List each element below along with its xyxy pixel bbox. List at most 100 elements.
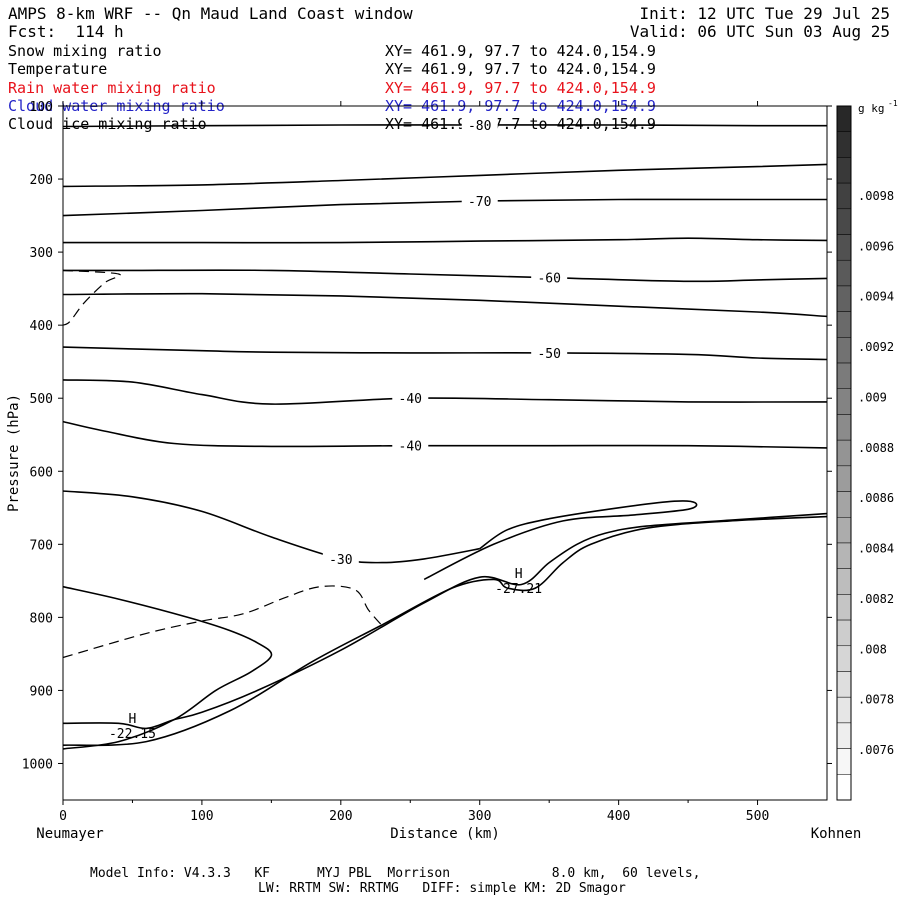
isotherm-line: [132, 269, 828, 283]
colorbar-cell: [836, 696, 852, 724]
y-tick-label: 500: [30, 392, 53, 407]
moisture-contour: [62, 585, 383, 659]
colorbar-label: .0092: [858, 340, 894, 354]
colorbar-unit-exp: -1: [888, 99, 898, 108]
legend-field-name: Snow mixing ratio: [8, 42, 162, 60]
footer-model-info: Model Info: V4.3.3 KF MYJ PBL Morrison 8…: [90, 866, 701, 881]
y-tick-label: 800: [30, 611, 53, 626]
high-marker: H: [515, 567, 523, 582]
isotherm-line: [62, 124, 828, 128]
colorbar-label: .0098: [858, 189, 894, 203]
isotherm-label-bg: [531, 269, 568, 284]
colorbar-cell: [836, 414, 852, 441]
legend-field-xy: XY= 461.9, 97.7 to 424.0,154.9: [385, 42, 656, 60]
colorbar-cell: [836, 105, 852, 132]
moisture-contour: [62, 269, 121, 326]
colorbar-cell: [836, 748, 852, 775]
y-axis-label: Pressure (hPa): [6, 394, 22, 512]
colorbar-cell: [836, 337, 852, 364]
y-tick-label: 600: [30, 465, 53, 480]
legend-field-name: Rain water mixing ratio: [8, 78, 216, 97]
plot-frame: [62, 105, 828, 801]
colorbar-frame: [836, 105, 852, 801]
colorbar-label: .0078: [858, 693, 894, 707]
colorbar-cell: [836, 285, 852, 312]
colorbar-label: .0076: [858, 743, 894, 757]
colorbar-label: .0082: [858, 592, 894, 606]
colorbar-cell: [836, 388, 852, 415]
isotherm-label: -70: [468, 195, 491, 210]
colorbar-label: .009: [858, 390, 887, 404]
isotherm-label-bg: [322, 550, 359, 565]
y-tick-label: 1000: [22, 757, 53, 772]
isotherm-line: [62, 198, 827, 217]
isotherm-line: [63, 237, 828, 244]
colorbar-cell: [836, 157, 852, 184]
isotherm-line: [62, 585, 273, 750]
colorbar-cell: [836, 362, 852, 389]
colorbar-label: .0084: [858, 542, 894, 556]
colorbar-cell: [836, 542, 852, 569]
colorbar-label: .0088: [858, 441, 894, 455]
x-tick-label: 100: [190, 809, 213, 824]
isotherm-line: [62, 379, 828, 405]
x-tick-label: 200: [329, 809, 352, 824]
isotherm-line: [62, 420, 828, 449]
legend-field-xy: XY= 461.9, 97.7 to 424.0,154.9: [385, 78, 656, 97]
colorbar-cell: [836, 491, 852, 518]
isotherm-line: [62, 512, 828, 730]
colorbar-unit: g kg: [858, 102, 885, 115]
y-tick-label: 200: [30, 173, 53, 188]
init-time: Init: 12 UTC Tue 29 Jul 25: [639, 4, 890, 23]
colorbar-cell: [836, 594, 852, 621]
y-tick-label: 700: [30, 538, 53, 553]
colorbar-cell: [836, 568, 852, 595]
y-tick-label: 400: [30, 319, 53, 334]
isotherm-line: [62, 292, 828, 318]
high-value: -22.15: [109, 727, 156, 742]
colorbar-cell: [836, 259, 852, 287]
isotherm-line: [62, 490, 480, 564]
colorbar-cell: [836, 439, 852, 467]
chart-title: AMPS 8-km WRF -- Qn Maud Land Coast wind…: [8, 4, 413, 23]
y-tick-label: 100: [30, 100, 53, 115]
colorbar-cell: [836, 208, 852, 235]
isotherm-line: [62, 515, 828, 747]
colorbar-label: .0094: [858, 290, 894, 304]
isotherm-label-bg: [392, 437, 429, 452]
isotherm-label-bg: [461, 192, 498, 207]
isotherm-label: -60: [537, 272, 560, 287]
colorbar-cell: [836, 131, 852, 158]
isotherm-label-bg: [461, 116, 498, 131]
x-axis-label: Distance (km): [390, 826, 500, 842]
x-tick-label: 300: [468, 809, 491, 824]
colorbar-cell: [836, 645, 852, 672]
legend-field-name: Cloud ice mixing ratio: [8, 115, 207, 134]
isotherm-label: -30: [329, 553, 352, 568]
y-tick-label: 300: [30, 246, 53, 261]
isotherm-label-bg: [531, 344, 568, 359]
colorbar-cell: [836, 234, 852, 261]
x-tick-label: 400: [607, 809, 630, 824]
isotherm-line: [62, 346, 828, 361]
y-tick-label: 900: [30, 684, 53, 699]
colorbar-cell: [836, 517, 852, 544]
isotherm-label: -40: [399, 392, 422, 407]
footer-physics-info: LW: RRTM SW: RRTMG DIFF: simple KM: 2D S…: [258, 881, 626, 896]
isotherm-line: [62, 163, 828, 188]
isotherm-label: -80: [468, 119, 491, 134]
legend-field-xy: XY= 461.9, 97.7 to 424.0,154.9: [385, 60, 656, 79]
colorbar-cell: [836, 311, 852, 338]
x-tick-label: 500: [746, 809, 769, 824]
colorbar-cell: [836, 465, 852, 492]
x-tick-label: 0: [59, 809, 67, 824]
colorbar-cell: [836, 774, 852, 801]
legend-field-name: Temperature: [8, 60, 108, 79]
colorbar-cell: [836, 619, 852, 647]
isotherm-label: -50: [537, 347, 560, 362]
high-marker: H: [129, 712, 137, 727]
colorbar-label: .008: [858, 642, 887, 656]
isotherm-line: [423, 500, 698, 581]
colorbar-cell: [836, 722, 852, 749]
isotherm-label-bg: [392, 390, 429, 405]
